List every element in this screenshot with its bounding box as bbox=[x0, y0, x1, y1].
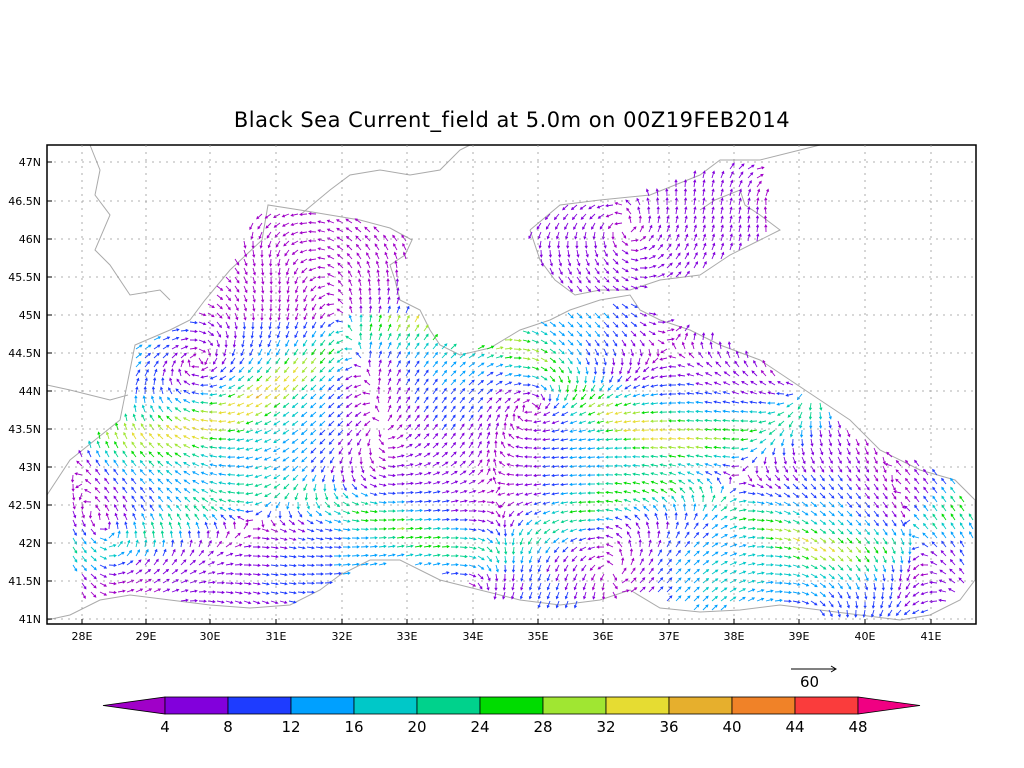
colorbar-box bbox=[353, 696, 418, 715]
colorbar-box bbox=[102, 696, 166, 715]
longitude-labels: 28E 29E 30E 31E 32E 33E 34E 35E 36E 37E 38E 39E 40E 4… bbox=[72, 619, 942, 643]
lat-tick-label: 42N bbox=[19, 537, 41, 550]
colorbar-tick-label: 32 bbox=[596, 718, 615, 736]
coastline bbox=[46, 144, 976, 621]
colorbar-tick-label: 28 bbox=[533, 718, 552, 736]
lon-tick-label: 40E bbox=[855, 630, 876, 643]
lat-tick-label: 42.5N bbox=[8, 499, 41, 512]
reference-vector-arrow bbox=[791, 665, 837, 673]
colorbar-box bbox=[542, 696, 607, 715]
colorbar-tick-label: 24 bbox=[470, 718, 489, 736]
gridlines bbox=[47, 145, 976, 624]
lon-tick-label: 33E bbox=[397, 630, 418, 643]
colorbar-box bbox=[164, 696, 229, 715]
colorbar-box bbox=[416, 696, 481, 715]
reference-vector-label: 60 bbox=[800, 673, 820, 691]
colorbar-tick-label: 36 bbox=[659, 718, 678, 736]
lon-tick-label: 39E bbox=[789, 630, 810, 643]
lat-tick-label: 45.5N bbox=[8, 271, 41, 284]
colorbar-boxes bbox=[102, 696, 921, 715]
lat-tick-label: 47N bbox=[19, 156, 41, 169]
lon-tick-label: 37E bbox=[659, 630, 680, 643]
colorbar-box bbox=[605, 696, 670, 715]
colorbar-tick-label: 8 bbox=[223, 718, 233, 736]
lon-tick-label: 41E bbox=[921, 630, 942, 643]
colorbar-tick-label: 16 bbox=[344, 718, 363, 736]
plot-frame bbox=[46, 144, 977, 625]
colorbar-box bbox=[227, 696, 292, 715]
colorbar-tick-label: 44 bbox=[785, 718, 804, 736]
current-vectors bbox=[70, 162, 974, 618]
lon-tick-label: 30E bbox=[200, 630, 221, 643]
lon-tick-label: 29E bbox=[136, 630, 157, 643]
colorbar-box bbox=[479, 696, 544, 715]
lon-tick-label: 34E bbox=[463, 630, 484, 643]
latitude-labels: 47N 46.5N 46N 45.5N 45N 44.5N 44N 43.5N 43N 42.5N… bbox=[8, 156, 52, 626]
colorbar-tick-label: 4 bbox=[160, 718, 170, 736]
lon-tick-label: 32E bbox=[332, 630, 353, 643]
colorbar-tick-label: 20 bbox=[407, 718, 426, 736]
colorbar-box bbox=[794, 696, 859, 715]
map-title: Black Sea Current_field at 5.0m on 00Z19… bbox=[233, 108, 791, 132]
lat-tick-label: 46N bbox=[19, 233, 41, 246]
lat-tick-label: 45N bbox=[19, 309, 41, 322]
lat-tick-label: 44N bbox=[19, 385, 41, 398]
colorbar-tick-label: 40 bbox=[722, 718, 741, 736]
lat-tick-label: 41N bbox=[19, 613, 41, 626]
colorbar-tick-label: 48 bbox=[848, 718, 867, 736]
colorbar-tick-label: 12 bbox=[281, 718, 300, 736]
colorbar-box bbox=[731, 696, 796, 715]
colorbar-box bbox=[290, 696, 355, 715]
lat-tick-label: 43.5N bbox=[8, 423, 41, 436]
lat-tick-label: 46.5N bbox=[8, 195, 41, 208]
lon-tick-label: 38E bbox=[724, 630, 745, 643]
colorbar-tick-labels: 4 8 12 16 20 24 28 32 36 40 44 48 bbox=[160, 718, 867, 736]
lon-tick-label: 36E bbox=[593, 630, 614, 643]
lon-tick-label: 31E bbox=[266, 630, 287, 643]
lon-tick-label: 28E bbox=[72, 630, 93, 643]
colorbar-box bbox=[857, 696, 921, 715]
lat-tick-label: 44.5N bbox=[8, 347, 41, 360]
lon-tick-label: 35E bbox=[528, 630, 549, 643]
lat-tick-label: 43N bbox=[19, 461, 41, 474]
lat-tick-label: 41.5N bbox=[8, 575, 41, 588]
colorbar-box bbox=[668, 696, 733, 715]
